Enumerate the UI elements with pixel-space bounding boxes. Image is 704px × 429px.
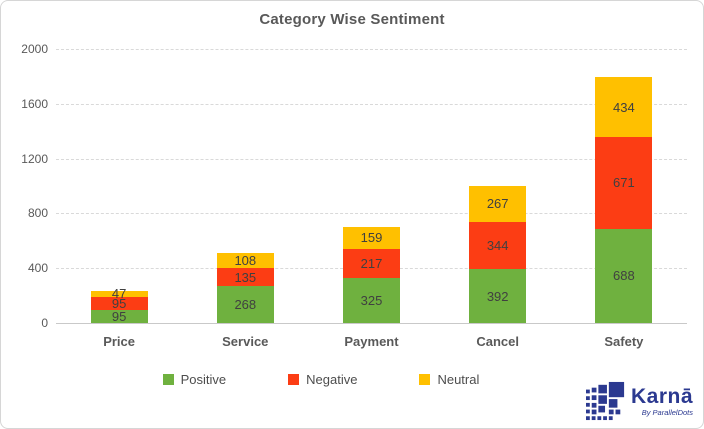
bar-segment-cancel-positive: 392 (469, 269, 527, 323)
positive-swatch-icon (162, 374, 174, 385)
y-axis-tick-label: 800 (27, 206, 48, 221)
bar-segment-price-negative: 95 (90, 295, 148, 311)
y-axis-tick-label: 2000 (21, 42, 48, 56)
bar-segment-service-negative: 135 (216, 267, 274, 287)
data-label: 434 (613, 99, 635, 115)
y-gridline (56, 49, 687, 50)
bar-segment-payment-negative: 217 (343, 248, 400, 279)
legend-item-negative: Negative (288, 372, 357, 387)
data-label: 392 (486, 288, 509, 304)
y-gridline (56, 158, 687, 160)
x-axis-category-label-service: Service (222, 334, 269, 349)
legend-label-negative: Negative (306, 372, 358, 387)
bar-segment-service-neutral: 108 (216, 252, 274, 268)
bar-segment-safety-positive: 688 (595, 228, 653, 323)
y-axis-tick-label: 1200 (21, 151, 48, 166)
logo-text: Karnā By ParallelDots (631, 386, 693, 417)
x-axis-line (56, 323, 687, 324)
paralleldots-logo-icon (585, 381, 625, 421)
neutral-swatch-icon (419, 374, 431, 385)
bar-segment-cancel-negative: 344 (469, 222, 527, 270)
chart-legend: Positive Negative Neutral (1, 372, 641, 387)
logo-brand-name: Karnā (630, 384, 693, 408)
data-label: 159 (360, 230, 383, 246)
data-label: 268 (234, 297, 257, 313)
data-label: 325 (360, 293, 383, 309)
data-label: 108 (234, 252, 257, 268)
negative-swatch-icon (288, 374, 300, 385)
bar-segment-safety-negative: 671 (595, 136, 653, 229)
logo-tagline: By ParallelDots (641, 407, 693, 417)
data-label: 95 (111, 295, 127, 311)
data-label: 47 (111, 286, 127, 302)
y-axis-tick-label: 400 (27, 261, 48, 276)
bar-segment-payment-neutral: 159 (343, 226, 400, 249)
x-axis-category-label-price: Price (103, 334, 135, 349)
bar-segment-payment-positive: 325 (343, 278, 400, 323)
y-axis-tick-label: 1600 (21, 96, 48, 111)
data-label: 344 (486, 238, 509, 254)
x-axis-category-label-cancel: Cancel (476, 334, 519, 349)
data-label: 135 (234, 269, 257, 285)
data-label: 217 (360, 256, 383, 272)
data-label: 671 (613, 175, 635, 191)
bar-segment-price-positive: 95 (90, 308, 148, 324)
bar-segment-cancel-neutral: 267 (469, 185, 527, 223)
legend-item-positive: Positive (162, 372, 227, 387)
legend-item-neutral: Neutral (419, 372, 479, 387)
paralleldots-logo: Karnā By ParallelDots (585, 381, 693, 421)
y-gridline (56, 103, 687, 105)
bar-segment-service-positive: 268 (216, 286, 274, 323)
y-gridline (56, 213, 687, 215)
chart-title: Category Wise Sentiment (259, 11, 445, 28)
data-label: 267 (486, 196, 509, 212)
y-axis-tick-label: 0 (41, 316, 48, 330)
legend-label-positive: Positive (180, 372, 227, 387)
data-label: 95 (111, 308, 127, 324)
x-axis-category-label-safety: Safety (604, 334, 644, 349)
bar-segment-safety-neutral: 434 (595, 77, 653, 137)
legend-label-neutral: Neutral (437, 372, 480, 387)
x-axis-category-label-payment: Payment (344, 334, 399, 349)
data-label: 688 (613, 268, 635, 284)
bar-segment-price-neutral: 47 (90, 287, 148, 300)
